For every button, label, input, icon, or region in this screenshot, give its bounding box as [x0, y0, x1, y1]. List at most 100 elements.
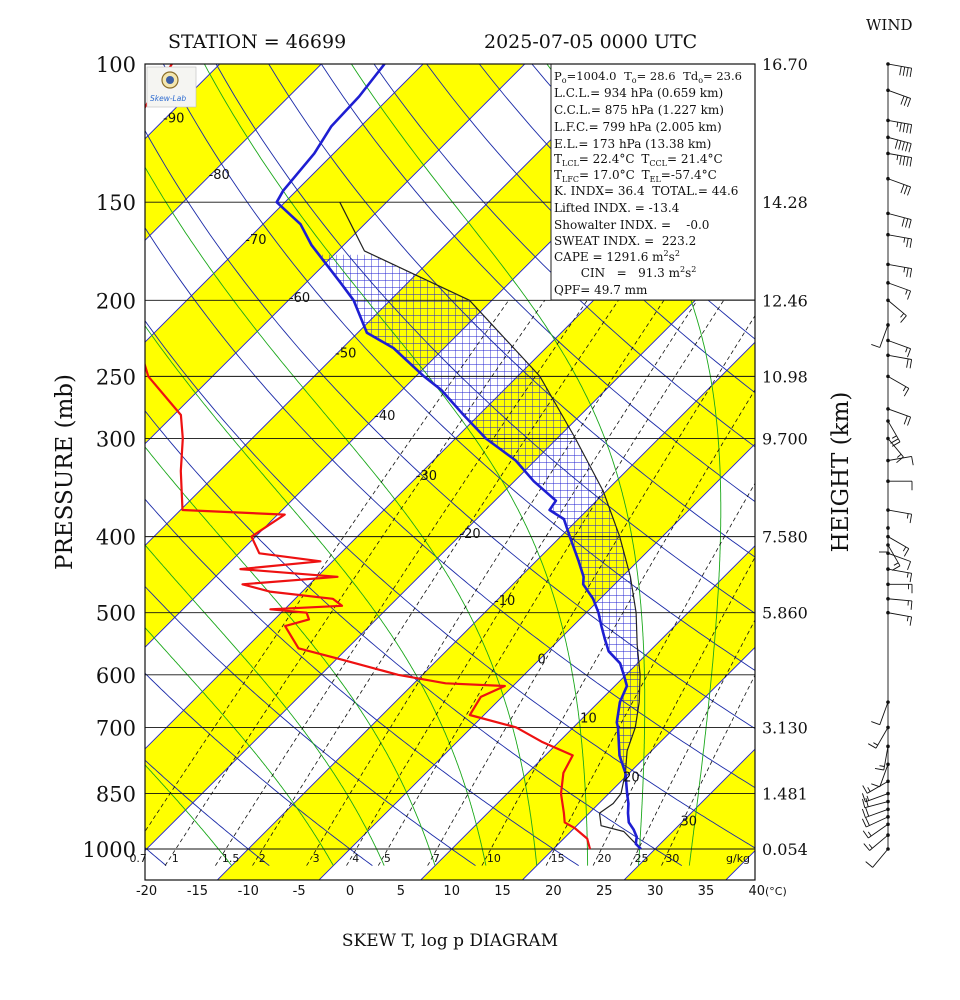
isotherm-line — [145, 239, 755, 852]
mixing-ratio-line — [306, 300, 665, 866]
wind-barb — [886, 567, 913, 583]
index-ccl: C.C.L.= 875 hPa (1.227 km) — [554, 103, 724, 117]
mixing-ratio-line — [346, 300, 698, 866]
moist-adiabat — [145, 446, 436, 866]
wind-barb — [861, 815, 890, 828]
isotherm-line — [0, 0, 92, 881]
isotherm-label: -60 — [289, 291, 310, 306]
wind-barb-column — [861, 62, 914, 868]
mixing-ratio-label: 15 — [551, 852, 565, 865]
isotherm-label: -30 — [416, 469, 437, 484]
wind-barb — [871, 700, 890, 726]
dry-adiabat — [145, 672, 373, 866]
temp-tick: 40 — [749, 884, 766, 899]
sounding-curves — [145, 64, 642, 850]
mixing-ratio-label: 1.5 — [222, 852, 240, 865]
x-unit-label: (°C) — [765, 885, 787, 898]
isotherm-label: 30 — [681, 815, 698, 830]
temperature-curve — [275, 64, 642, 850]
isotherm-line — [216, 341, 755, 880]
height-tick-labels: 16.70 14.28 12.46 10.98 9.700 7.580 5.860 3.130… — [762, 55, 808, 859]
temp-tick: -20 — [136, 884, 157, 899]
wind-barb — [886, 610, 913, 626]
wind-barb — [886, 298, 907, 323]
wind-barb — [886, 338, 912, 358]
pressure-tick: 600 — [96, 664, 136, 688]
index-showalter: Showalter INDX. = -0.0 — [554, 218, 709, 232]
temperature-tick-labels: -20 -15 -10 -5 0 5 10 15 20 25 30 35 40 — [136, 884, 765, 899]
index-k-total: K. INDX= 36.4 TOTAL.= 44.6 — [554, 184, 738, 198]
wind-barb — [886, 582, 913, 594]
station-label: STATION = 46699 — [168, 31, 346, 53]
mixing-ratio-line — [630, 619, 755, 866]
wind-barb — [874, 744, 890, 771]
wind-barb — [886, 407, 912, 426]
temp-tick: -10 — [238, 884, 259, 899]
wind-barb — [886, 534, 910, 557]
temp-tick: 10 — [443, 884, 460, 899]
isotherm-label: 20 — [623, 770, 640, 785]
pressure-tick: 1000 — [83, 838, 136, 862]
mixing-ratio-line — [145, 300, 510, 833]
isotherm-label: -90 — [163, 112, 184, 127]
mixing-ratio-label: 0.7 — [129, 852, 147, 865]
wind-barb — [886, 88, 912, 108]
pressure-tick: 300 — [96, 428, 136, 452]
wind-barb — [886, 118, 913, 134]
wind-barb — [863, 833, 890, 851]
wind-barb — [871, 323, 890, 348]
isotherm-line — [928, 0, 960, 881]
wind-barb — [861, 807, 890, 818]
pressure-tick: 700 — [96, 716, 136, 740]
dry-adiabat — [145, 410, 683, 866]
mixing-ratio-line — [592, 556, 755, 866]
station-logo: Skew-Lab — [146, 66, 197, 108]
height-tick: 16.70 — [762, 55, 808, 74]
temp-tick: -5 — [293, 884, 306, 899]
mixing-ratio-unit: g/kg — [726, 852, 750, 865]
wind-barb — [886, 151, 913, 167]
wind-barb — [862, 779, 890, 794]
wind-barb — [862, 797, 890, 809]
svg-text:Skew-Lab: Skew-Lab — [150, 94, 186, 103]
mixing-ratio-label: 2 — [259, 852, 266, 865]
temp-tick: 0 — [346, 884, 354, 899]
temp-tick: 30 — [647, 884, 664, 899]
height-tick: 3.130 — [762, 718, 808, 737]
wind-barb — [865, 847, 890, 868]
isotherm-label: 0 — [537, 653, 545, 668]
moist-adiabat — [351, 64, 646, 866]
wind-barb — [886, 232, 913, 248]
wind-barb — [886, 596, 913, 610]
wind-barb — [886, 479, 913, 491]
wind-barb — [886, 353, 913, 369]
mixing-ratio-line — [481, 389, 755, 866]
height-tick: 12.46 — [762, 291, 808, 310]
mixing-ratio-lines — [145, 300, 755, 866]
dry-adiabat — [145, 498, 579, 866]
wind-barb — [886, 262, 913, 278]
mixing-ratio-label: 3 — [313, 852, 320, 865]
index-qpf: QPF= 49.7 mm — [554, 283, 648, 297]
index-cape: CAPE = 1291.6 m2s2 — [554, 249, 680, 264]
mixing-ratio-label: 1 — [172, 852, 179, 865]
isotherm-label: -50 — [335, 346, 356, 361]
index-lifted: Lifted INDX. = -13.4 — [554, 201, 680, 215]
pressure-tick: 500 — [96, 602, 136, 626]
mixing-ratio-label: 20 — [597, 852, 611, 865]
height-tick: 10.98 — [762, 367, 808, 386]
wind-barb — [886, 62, 913, 78]
pressure-tick: 200 — [96, 289, 136, 313]
mixing-ratio-label: 5 — [384, 852, 391, 865]
moist-adiabat — [145, 626, 334, 866]
temp-tick: 20 — [545, 884, 562, 899]
isotherm-labels: -90 -80 -70 -60 -50 -40 -30 -20 -10 0 10 20 30 — [163, 112, 698, 830]
temp-tick: 35 — [698, 884, 715, 899]
wind-barb — [871, 762, 890, 788]
isotherm-line — [420, 545, 755, 880]
wind-barb — [867, 725, 890, 749]
isotherm-line — [318, 443, 755, 880]
wind-label: WIND — [866, 16, 913, 34]
datetime-label: 2025-07-05 0000 UTC — [484, 31, 697, 53]
